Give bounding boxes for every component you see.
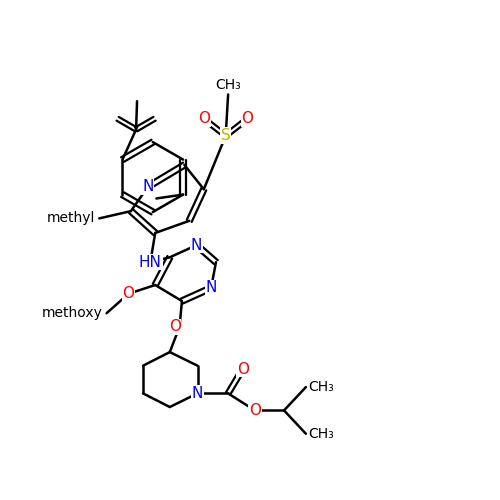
- Text: methoxy: methoxy: [42, 306, 102, 320]
- Text: O: O: [242, 111, 254, 126]
- Text: N: N: [206, 280, 217, 295]
- Text: methyl: methyl: [47, 212, 96, 226]
- Text: CH₃: CH₃: [216, 78, 241, 92]
- Text: CH₃: CH₃: [308, 380, 334, 394]
- Text: O: O: [249, 403, 261, 418]
- Text: N: N: [192, 386, 203, 401]
- Text: O: O: [198, 111, 210, 126]
- Text: HN: HN: [139, 254, 162, 270]
- Text: N: N: [142, 180, 154, 194]
- Text: O: O: [168, 320, 180, 334]
- Text: O: O: [236, 362, 248, 376]
- Text: N: N: [191, 238, 202, 252]
- Text: O: O: [122, 286, 134, 301]
- Text: CH₃: CH₃: [308, 427, 334, 441]
- Text: S: S: [221, 128, 230, 144]
